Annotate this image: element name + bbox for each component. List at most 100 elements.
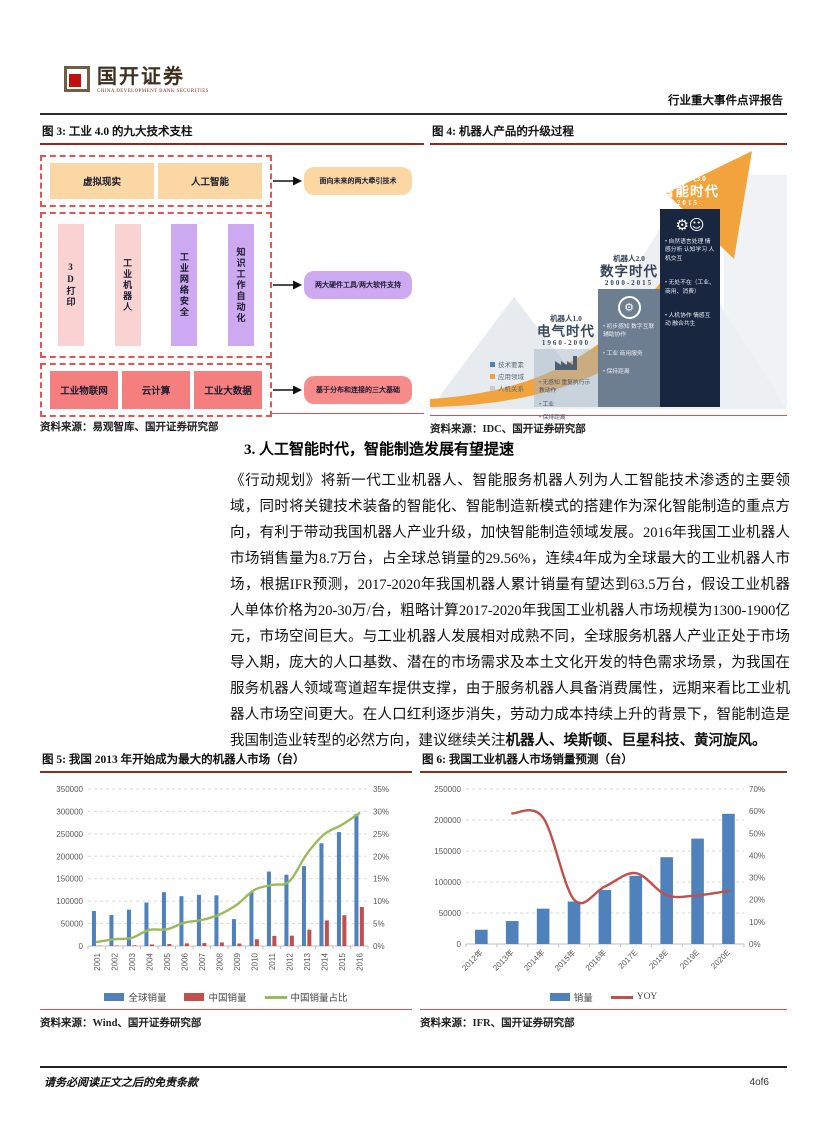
svg-text:20%: 20% [749, 896, 765, 905]
svg-text:200000: 200000 [56, 852, 83, 861]
fig3-bar-knowledge-automation: 知识工作自动化 [227, 224, 254, 346]
stage3-years: 2015- [676, 199, 704, 207]
stage3-bullet: 人机协作 情感互动 融合共生 [665, 312, 715, 329]
figure4-graphic: 机器人1.0 电气时代 1960-2000 无感知 重复执行示教动作 工业 保持… [430, 147, 787, 421]
fig3-row-traction: 虚拟现实 人工智能 面向未来的两大牵引技术 [40, 155, 424, 207]
footer-divider [40, 1066, 787, 1068]
svg-text:2013年: 2013年 [490, 947, 515, 972]
fig3-row-foundation: 工业物联网 云计算 工业大数据 基于分布和连接的三大基础 [40, 363, 424, 417]
svg-text:2016: 2016 [355, 952, 364, 970]
svg-text:300000: 300000 [56, 807, 83, 816]
svg-text:2003: 2003 [128, 952, 137, 970]
legend-label: 中国销量 [208, 994, 247, 1004]
svg-text:2004: 2004 [145, 952, 154, 970]
svg-text:40%: 40% [749, 851, 765, 860]
stage-robot3: 机器人3.0 智能时代 2015- ⚙☺ 自然语言处理 情感分析 认知学习 人机… [660, 173, 720, 407]
stage2-bullet: 初步感知 数字互联 辅助协作 [603, 323, 655, 340]
chart-legend: 销量 YOY [420, 990, 787, 1004]
fig3-box-vr: 虚拟现实 [50, 163, 154, 199]
stage2-years: 2000-2015 [604, 279, 654, 287]
figure6-block: 图 6: 我国工业机器人市场销量预测（台） 0 50000 100000 150000… [420, 748, 787, 1030]
stage1-years: 1960-2000 [541, 339, 591, 347]
legend-gray-swatch [490, 385, 495, 391]
legend-item: YOY [610, 992, 658, 1002]
svg-text:2015年: 2015年 [552, 947, 577, 972]
svg-text:0%: 0% [373, 942, 385, 951]
figure5-source: 资料来源：Wind、国开证券研究部 [40, 1009, 412, 1030]
paragraph-highlighted-stocks: 机器人、埃斯顿、巨星科技、黄河旋风。 [505, 733, 767, 749]
svg-text:2014: 2014 [320, 952, 329, 970]
figure4-legend: 技术要素 应用领域 人机关系 [490, 359, 524, 395]
figure6-source: 资料来源：IFR、国开证券研究部 [420, 1009, 787, 1030]
logo-company-name-en: CHINA DEVELOPMENT BANK SECURITIES [97, 89, 209, 94]
arrow-right-icon [272, 175, 304, 187]
svg-text:2015: 2015 [338, 952, 347, 970]
legend-label: YOY [636, 992, 658, 1002]
stage2-bullet: 保持距离 [603, 368, 655, 376]
stage3-bullets: 自然语言处理 情感分析 认知学习 人机交互 无处不在（工业、商用、消费） 人机协… [660, 238, 720, 345]
section-paragraph: 《行动规划》将新一代工业机器人、智能服务机器人列为人工智能技术渗透的主要领域，同… [230, 468, 790, 754]
svg-text:2002: 2002 [110, 952, 119, 970]
fig3-dashed-area-3: 工业物联网 云计算 工业大数据 [40, 363, 272, 417]
stage2-bullets: 初步感知 数字互联 辅助协作 工业 商用服务 保持距离 [598, 323, 660, 387]
svg-text:70%: 70% [749, 785, 765, 794]
legend-line-swatch [610, 995, 633, 999]
svg-text:50000: 50000 [61, 920, 84, 929]
figure6-plot: 0 50000 100000 150000 200000 250000 0% 10% 20% 30… [434, 785, 765, 973]
fig3-box-bigdata: 工业大数据 [194, 371, 262, 409]
svg-text:15%: 15% [373, 875, 389, 884]
svg-text:100000: 100000 [56, 897, 83, 906]
svg-text:2013: 2013 [303, 952, 312, 970]
stage3-bullet: 自然语言处理 情感分析 认知学习 人机交互 [665, 238, 715, 263]
svg-text:25%: 25% [373, 830, 389, 839]
legend-label: 全球销量 [128, 994, 167, 1004]
svg-text:2008: 2008 [215, 952, 224, 970]
header-divider [40, 113, 787, 115]
fig3-label-foundation: 基于分布和连接的三大基础 [304, 376, 412, 404]
svg-text:5%: 5% [373, 920, 385, 929]
legend-item: 中国销量 [184, 990, 247, 1004]
legend-line-swatch [264, 995, 287, 999]
svg-text:150000: 150000 [434, 847, 461, 856]
svg-text:2006: 2006 [180, 952, 189, 970]
footer-disclaimer: 请务必阅读正文之后的免责条款 [44, 1077, 198, 1089]
legend-row: 人机关系 [490, 383, 524, 393]
svg-text:30%: 30% [749, 874, 765, 883]
svg-text:250000: 250000 [434, 785, 461, 794]
svg-text:0%: 0% [749, 940, 761, 949]
legend-row: 应用领域 [490, 371, 524, 381]
figure4-block: 图 4: 机器人产品的升级过程 机器人1.0 电气时代 1960-2000 [430, 120, 787, 436]
svg-text:200000: 200000 [434, 816, 461, 825]
legend-bar-swatch [104, 993, 125, 1001]
legend-blue-swatch [490, 361, 495, 367]
svg-text:2018E: 2018E [647, 948, 670, 971]
paragraph-text: 《行动规划》将新一代工业机器人、智能服务机器人列为人工智能技术渗透的主要领域，同… [230, 473, 790, 749]
stage3-pillar: ⚙☺ 自然语言处理 情感分析 认知学习 人机交互 无处不在（工业、商用、消费） … [660, 209, 720, 407]
logo-red-square [69, 74, 81, 87]
legend-label: 技术要素 [498, 362, 524, 369]
svg-text:30%: 30% [373, 807, 389, 816]
svg-text:2014年: 2014年 [521, 947, 546, 972]
svg-text:2019E: 2019E [678, 948, 701, 971]
factory-icon [553, 356, 579, 375]
gear-icon: ⚙ [617, 296, 641, 319]
stage3-era: 智能时代 [661, 184, 719, 199]
legend-item: 全球销量 [104, 990, 166, 1004]
report-type-label: 行业重大事件点评报告 [668, 95, 783, 107]
stage2-era: 数字时代 [600, 264, 658, 279]
stage3-tag: 机器人3.0 [674, 174, 706, 183]
chart-legend: 全球销量 中国销量 中国销量占比 [40, 990, 412, 1004]
svg-text:60%: 60% [749, 807, 765, 816]
stage-robot2: 机器人2.0 数字时代 2000-2015 ⚙ 初步感知 数字互联 辅助协作 工… [598, 253, 660, 407]
figure5-title: 图 5: 我国 2013 年开始成为最大的机器人市场（台） [40, 748, 412, 773]
legend-item: 销量 [549, 990, 593, 1004]
svg-text:250000: 250000 [56, 830, 83, 839]
fig3-box-iiot: 工业物联网 [50, 371, 118, 409]
svg-text:150000: 150000 [56, 875, 83, 884]
arrow-right-icon [272, 279, 304, 291]
fig3-label-traction: 面向未来的两大牵引技术 [304, 167, 412, 195]
legend-label: 销量 [573, 994, 593, 1004]
page-number: 4of6 [749, 1077, 769, 1088]
svg-text:2001: 2001 [93, 952, 102, 970]
